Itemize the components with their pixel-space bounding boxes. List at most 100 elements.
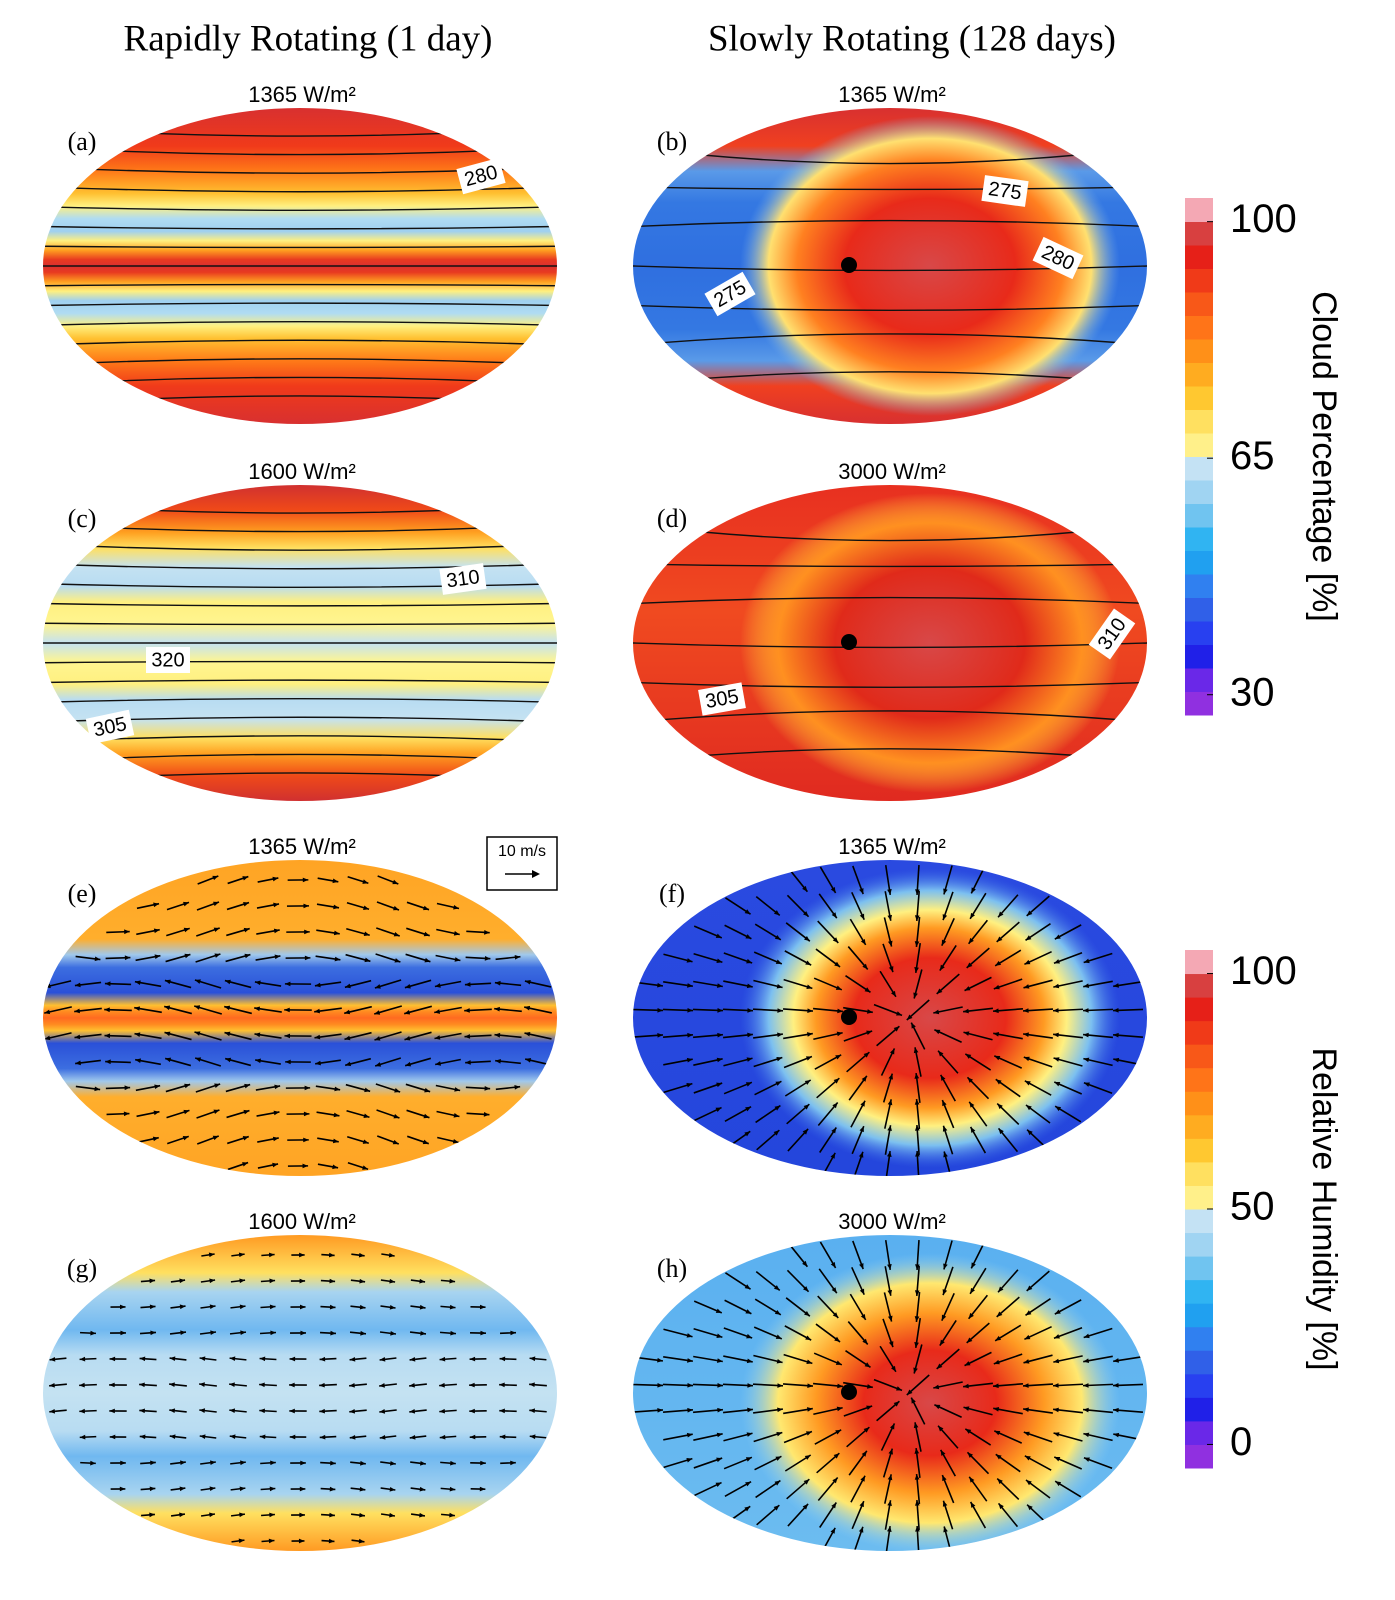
wind-arrowhead [936, 1363, 943, 1369]
wind-arrowhead [424, 957, 431, 963]
wind-arrowhead [993, 1359, 1000, 1365]
wind-arrowhead [379, 1383, 385, 1388]
wind-arrowhead [995, 1079, 1002, 1085]
wind-arrowhead [255, 1058, 261, 1064]
wind-arrowhead [914, 1500, 920, 1506]
wind-arrowhead [374, 984, 381, 989]
contour-line [633, 563, 1147, 568]
wind-arrowhead [773, 1505, 780, 1511]
contour-line [633, 642, 1147, 649]
wind-arrowhead [210, 1460, 216, 1466]
wind-arrowhead [269, 1512, 275, 1518]
wind-arrowhead [359, 1304, 366, 1310]
wind-arrowhead [969, 1101, 975, 1108]
wind-arrowhead [328, 1538, 335, 1544]
contour-line [43, 302, 557, 307]
contour-line [43, 622, 557, 626]
wind-arrowhead [420, 1330, 426, 1336]
wind-arrowhead [74, 1008, 80, 1014]
wind-arrowhead [119, 1304, 126, 1310]
wind-arrowhead [379, 1409, 386, 1414]
wind-arrowhead [995, 1454, 1002, 1460]
wind-arrowhead [1023, 1407, 1029, 1413]
wind-arrowhead [453, 931, 460, 936]
wind-arrowhead [212, 875, 219, 881]
wind-arrowhead [943, 888, 948, 895]
wind-arrowhead [194, 1031, 201, 1036]
flux-label: 1365 W/m² [838, 834, 946, 859]
colorbar-tick-label: 0 [1230, 1420, 1252, 1464]
wind-arrowhead [390, 1330, 396, 1336]
wind-arrowhead [805, 1431, 812, 1436]
wind-arrowhead [859, 913, 865, 920]
wind-arrowhead [832, 1102, 838, 1109]
wind-arrowhead [229, 1408, 236, 1414]
wind-arrowhead [887, 1099, 893, 1106]
wind-arrowhead [941, 1314, 947, 1321]
wind-arrowhead [745, 1106, 752, 1112]
wind-arrowhead [169, 1408, 176, 1413]
wind-arrowhead [1113, 1008, 1119, 1013]
colorbar-swatch [1185, 973, 1213, 998]
wind-arrowhead [998, 911, 1004, 918]
wind-arrowhead [419, 1304, 426, 1310]
scale-label: 10 m/s [498, 843, 546, 860]
wind-arrowhead [243, 927, 250, 933]
wind-arrowhead [716, 958, 723, 963]
contour-line [43, 660, 557, 664]
wind-arrowhead [464, 1034, 471, 1039]
wind-arrowhead [79, 1382, 85, 1388]
substellar-point [841, 257, 857, 273]
wind-arrowhead [329, 1486, 336, 1492]
wind-arrowhead [887, 1264, 892, 1270]
wind-arrowhead [329, 1278, 336, 1284]
wind-arrowhead [289, 1382, 295, 1388]
wind-arrowhead [716, 1082, 723, 1088]
wind-arrowhead [993, 1407, 1000, 1412]
wind-arrowhead [424, 1087, 431, 1093]
colorbar-swatch [1185, 1185, 1213, 1210]
contour-line [43, 583, 557, 588]
wind-arrowhead [833, 1453, 840, 1459]
wind-arrowhead [1113, 1383, 1119, 1388]
wind-arrowhead [934, 1404, 941, 1410]
map-panel [43, 108, 557, 424]
wind-arrowhead [332, 1164, 339, 1170]
wind-arrowhead [715, 1107, 722, 1113]
wind-arrowhead [913, 1047, 919, 1054]
wind-arrowhead [149, 1304, 156, 1310]
panel-label: (e) [68, 879, 97, 908]
contour-label-box [981, 175, 1029, 207]
wind-arrowhead [1053, 1334, 1060, 1339]
wind-arrowhead [319, 1408, 325, 1414]
wind-arrowhead [124, 955, 131, 961]
wind-arrowhead [94, 956, 101, 962]
wind-arrowhead [349, 1408, 356, 1414]
wind-arrowhead [747, 1407, 753, 1413]
wind-arrowhead [968, 1312, 974, 1319]
wind-arrowhead [1023, 984, 1030, 989]
wind-arrowhead [404, 1010, 411, 1015]
wind-arrowhead [273, 928, 280, 934]
wind-arrowhead [715, 933, 722, 938]
wind-arrowhead [269, 1278, 276, 1284]
wind-arrowhead [831, 1502, 837, 1509]
wind-arrowhead [802, 1503, 809, 1510]
wind-arrowhead [184, 953, 191, 959]
wind-arrowhead [359, 1278, 366, 1284]
wind-arrowhead [861, 1450, 867, 1457]
wind-arrowhead [832, 1477, 838, 1484]
wind-arrowhead [775, 959, 782, 964]
wind-arrowhead [1025, 935, 1032, 941]
wind-arrowhead [270, 1460, 276, 1466]
wind-arrowhead [453, 904, 460, 910]
wind-arrowhead [1023, 1383, 1029, 1388]
wind-arrowhead [259, 1434, 266, 1440]
colorbar-swatch [1185, 1091, 1213, 1116]
wind-arrowhead [993, 1383, 999, 1389]
wind-arrowhead [888, 966, 894, 973]
wind-arrowhead [887, 1151, 892, 1157]
wind-arrowhead [906, 1389, 913, 1395]
wind-arrowhead [524, 1005, 531, 1011]
wind-arrowhead [375, 1062, 382, 1067]
